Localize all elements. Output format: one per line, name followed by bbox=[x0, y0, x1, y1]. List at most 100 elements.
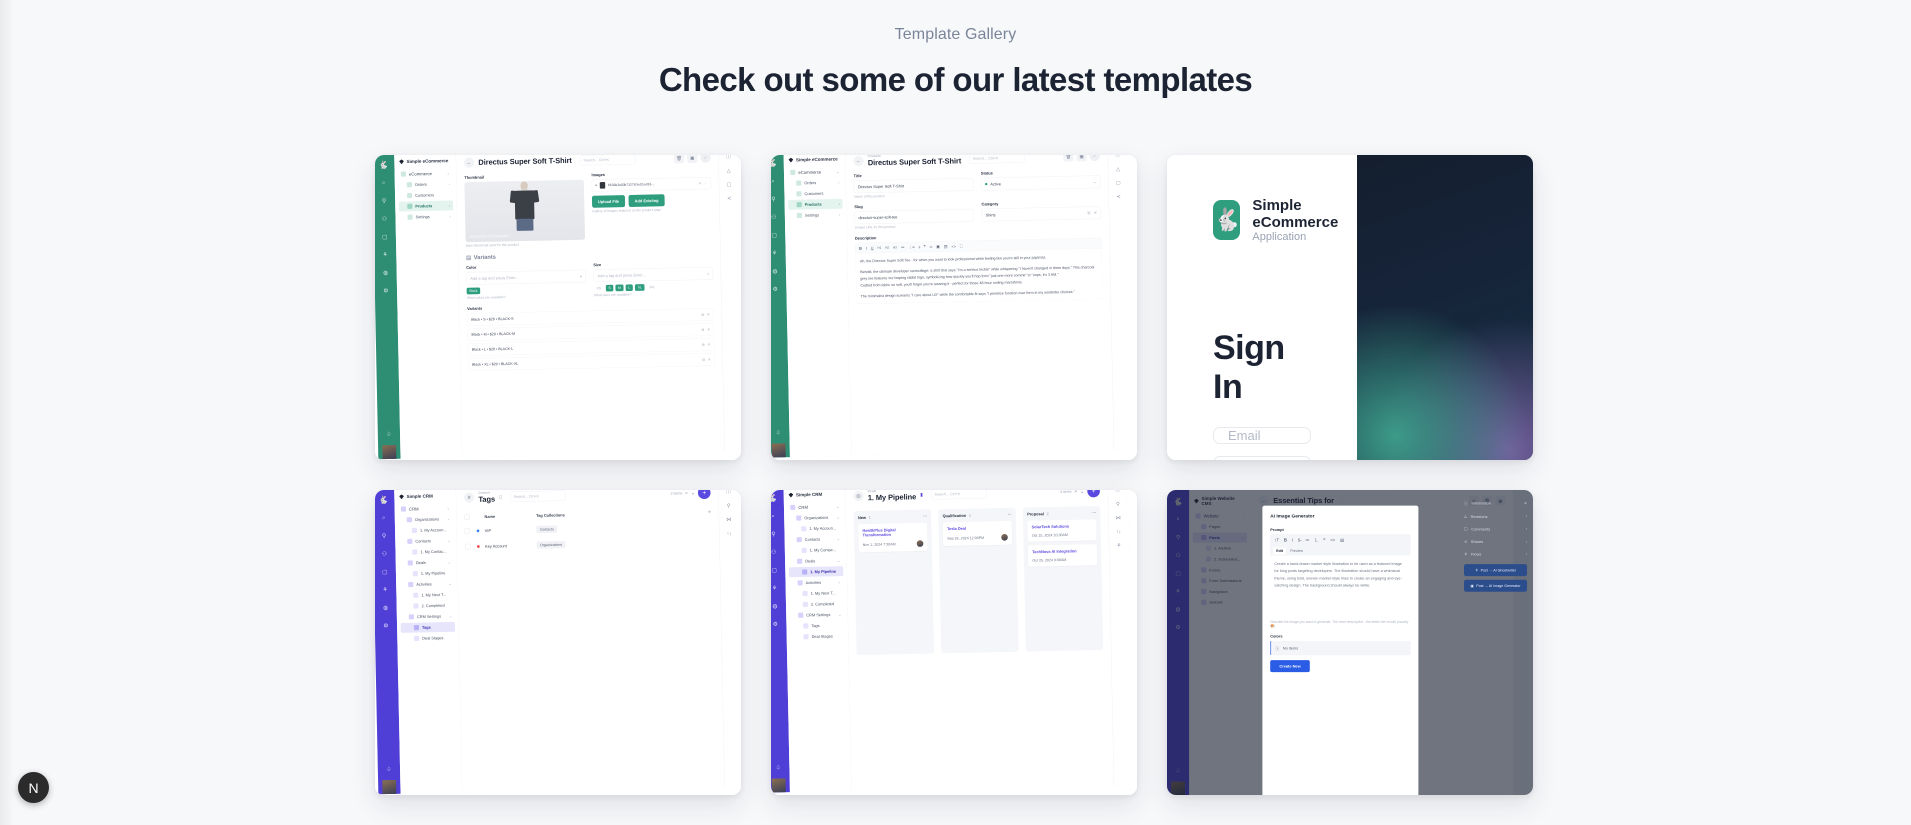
sort-icon[interactable]: ↑↓ bbox=[1115, 528, 1122, 535]
size-chip[interactable]: M bbox=[615, 284, 624, 292]
flows-icon[interactable]: ⚘ bbox=[382, 251, 388, 258]
layout-icon[interactable]: ⋈ bbox=[1115, 514, 1121, 521]
image-list-item[interactable]: ≡ 6533b3a03b73278.5e01ed33-... ✕ ⋮ bbox=[591, 177, 712, 192]
size-chip[interactable]: XS bbox=[596, 286, 601, 291]
archive-button[interactable]: ▣ bbox=[687, 155, 698, 164]
tab-edit[interactable]: Edit bbox=[1273, 547, 1287, 555]
row-checkbox[interactable] bbox=[464, 543, 471, 550]
code-icon[interactable]: <> bbox=[1330, 537, 1336, 543]
clear-format-icon[interactable]: I̶ bbox=[918, 244, 920, 250]
revisions-icon[interactable]: △ bbox=[726, 167, 731, 174]
more-icon[interactable]: ⋯ bbox=[1092, 510, 1097, 515]
search-icon[interactable]: ⌕ bbox=[771, 512, 775, 520]
bullet-list-icon[interactable]: ⋮≡ bbox=[908, 244, 915, 250]
search-icon[interactable]: ⌕ bbox=[1074, 490, 1078, 494]
template-card-sign-in[interactable]: 🐇 Simple eCommerce Application Sign In E… bbox=[1167, 155, 1533, 460]
slug-input[interactable]: directus-super-soft-tee bbox=[854, 208, 975, 225]
nav-item-completed[interactable]: 2. Completed bbox=[400, 600, 454, 611]
remove-icon[interactable]: ✕ bbox=[707, 342, 711, 347]
open-icon[interactable]: ⧉ bbox=[1087, 210, 1091, 215]
template-card-crm-pipeline[interactable]: 🐇 ⌕ ⚲ ⚇ ▢ ⚘ ◍ ⚙ ♤ Simple CRM bbox=[771, 490, 1137, 795]
nav-item-deals[interactable]: Deals ⌄ bbox=[789, 555, 843, 566]
size-chip[interactable]: S bbox=[605, 284, 614, 292]
search-icon[interactable]: ⌕ bbox=[382, 514, 386, 521]
flow-button-image-generator[interactable]: ▣ Post → AI Image Generator bbox=[1464, 579, 1527, 592]
bookmark-icon[interactable]: ⚲ bbox=[771, 530, 776, 538]
nextjs-dev-badge[interactable]: N bbox=[18, 772, 49, 803]
h2-icon[interactable]: H2 bbox=[885, 245, 890, 250]
open-icon[interactable]: ⧉ bbox=[701, 327, 705, 332]
bold-icon[interactable]: B bbox=[859, 245, 862, 251]
nav-item-customers[interactable]: Customers bbox=[788, 188, 842, 199]
image-icon[interactable]: ▣ bbox=[936, 244, 940, 249]
notifications-icon[interactable]: ♤ bbox=[386, 430, 392, 438]
layout-icon[interactable]: ⋈ bbox=[726, 516, 732, 523]
search-icon[interactable]: ⌕ bbox=[382, 179, 386, 186]
nav-item-tags[interactable]: Tags bbox=[400, 621, 456, 633]
search-input[interactable]: Search... Ctrl+K bbox=[580, 155, 636, 166]
flows-icon[interactable]: ⚘ bbox=[382, 586, 388, 593]
nav-item-organizations[interactable]: Organizations ⌄ bbox=[398, 514, 452, 525]
nav-item-my-accounts[interactable]: 1. My Accoun... bbox=[788, 523, 842, 534]
underline-icon[interactable]: U bbox=[870, 245, 874, 251]
users-icon[interactable]: ⚇ bbox=[381, 215, 388, 222]
insights-icon[interactable]: ◍ bbox=[383, 604, 389, 611]
notifications-icon[interactable]: ♤ bbox=[386, 765, 392, 773]
bookmark-icon[interactable]: ⚲ bbox=[381, 532, 387, 539]
ordered-list-icon[interactable]: ≔ bbox=[900, 244, 905, 250]
select-all-checkbox[interactable] bbox=[464, 514, 470, 520]
description-editor[interactable]: Ah, the Directus Super Soft Tee - for wh… bbox=[855, 248, 1103, 305]
nav-item-activities[interactable]: Activities ⌄ bbox=[789, 577, 843, 588]
bookmark-icon[interactable]: ⚲ bbox=[381, 197, 387, 204]
search-icon[interactable]: ⌕ bbox=[685, 490, 688, 496]
remove-icon[interactable]: ✕ bbox=[707, 357, 711, 362]
color-picker-icon[interactable]: ◑ bbox=[579, 273, 582, 279]
open-icon[interactable]: ⧉ bbox=[702, 357, 705, 362]
thumbnail-preview[interactable]: 6533b3a03b73278.5e01ed33-... bbox=[464, 179, 586, 243]
back-button[interactable]: ← bbox=[463, 157, 475, 168]
files-icon[interactable]: ▢ bbox=[771, 566, 777, 574]
add-existing-button[interactable]: Add Existing bbox=[628, 194, 665, 207]
template-card-product-media[interactable]: 🐇 ⌕ ⚲ ⚇ ▢ ⚘ ◍ ⚙ ♤ Simple eCommerce bbox=[375, 155, 741, 460]
kanban-card[interactable]: SolarTech Solutions Oct 15, 2024 10:30AM bbox=[1027, 519, 1097, 542]
kanban-card[interactable]: TechNova AI Integration Oct 25, 2024 9:0… bbox=[1027, 544, 1098, 567]
users-icon[interactable]: ⚇ bbox=[771, 213, 777, 221]
info-icon[interactable]: ⓘ bbox=[725, 490, 731, 495]
more-icon[interactable]: ⋮ bbox=[704, 181, 708, 186]
nav-item-my-pipeline[interactable]: 1. My Pipeline bbox=[788, 566, 844, 578]
files-icon[interactable]: ▢ bbox=[771, 231, 777, 239]
flows-icon[interactable]: ⚘ bbox=[771, 249, 778, 257]
save-button[interactable]: ✓ bbox=[1089, 155, 1100, 162]
nav-item-crm[interactable]: CRM ⌄ bbox=[787, 501, 841, 512]
tab-preview[interactable]: Preview bbox=[1290, 548, 1304, 553]
bold-icon[interactable]: B bbox=[1283, 537, 1287, 543]
quote-icon[interactable]: ❞ bbox=[923, 244, 926, 250]
settings-icon[interactable]: ⚙ bbox=[383, 287, 389, 294]
archive-button[interactable]: ▣ bbox=[1076, 155, 1087, 162]
password-field[interactable]: Password ◉ bbox=[1213, 456, 1312, 460]
prompt-toolbar[interactable]: ↕T B I S̶ ≔ ⒈ ❞ <> ▤ bbox=[1270, 534, 1411, 547]
notifications-icon[interactable]: ♤ bbox=[775, 764, 781, 771]
column-name[interactable]: Name bbox=[484, 514, 496, 519]
nav-item-activities[interactable]: Activities ⌄ bbox=[400, 579, 454, 590]
insights-icon[interactable]: ◍ bbox=[772, 602, 778, 610]
insights-icon[interactable]: ◍ bbox=[772, 267, 778, 275]
user-avatar[interactable] bbox=[382, 780, 397, 795]
back-button[interactable]: ← bbox=[853, 155, 864, 167]
settings-icon[interactable]: ⚙ bbox=[772, 285, 778, 293]
panel-item-revisions[interactable]: △ Revisions › bbox=[1464, 510, 1527, 523]
panel-item-comments[interactable]: ▢ Comments › bbox=[1464, 523, 1527, 536]
variant-row[interactable]: Black • XL • $20 • BLACK-XL ⧉ ✕ bbox=[468, 353, 715, 371]
fullscreen-icon[interactable]: ⛶ bbox=[959, 243, 963, 249]
comments-icon[interactable]: ▢ bbox=[726, 181, 732, 188]
nav-item-crm-settings[interactable]: CRM Settings ⌄ bbox=[400, 611, 454, 622]
nav-item-organizations[interactable]: Organizations ⌄ bbox=[788, 512, 842, 523]
revisions-icon[interactable]: △ bbox=[1115, 165, 1121, 172]
info-icon[interactable]: ⓘ bbox=[1115, 155, 1121, 158]
files-icon[interactable]: ▢ bbox=[382, 233, 388, 240]
bookmark-icon[interactable]: ⚲ bbox=[771, 195, 776, 203]
nav-item-deal-stages[interactable]: Deal Stages bbox=[401, 633, 455, 644]
nav-item-my-contacts[interactable]: 1. My Contac... bbox=[788, 545, 842, 556]
user-avatar[interactable] bbox=[771, 778, 786, 793]
open-icon[interactable]: ⧉ bbox=[701, 342, 705, 347]
